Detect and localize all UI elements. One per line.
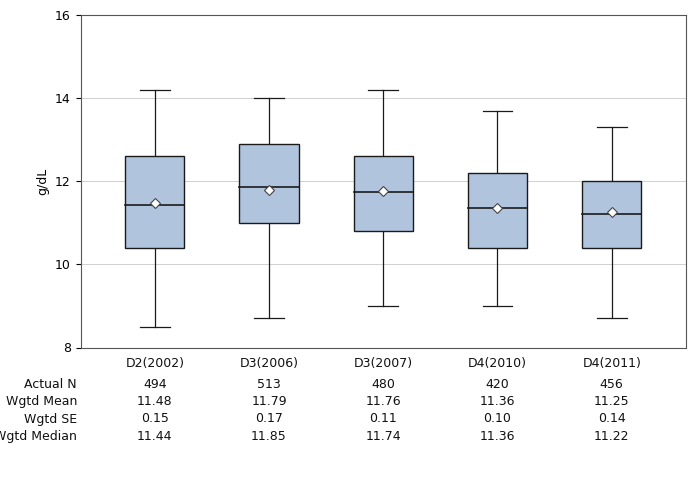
Text: 11.22: 11.22 <box>594 430 629 443</box>
Text: D2(2002): D2(2002) <box>125 358 184 370</box>
Bar <box>468 173 527 248</box>
Text: D4(2011): D4(2011) <box>582 358 641 370</box>
Y-axis label: g/dL: g/dL <box>36 168 49 195</box>
Text: Wgtd SE: Wgtd SE <box>24 412 77 426</box>
Bar <box>125 156 185 248</box>
Text: 0.11: 0.11 <box>370 412 397 426</box>
Text: 420: 420 <box>486 378 510 390</box>
Text: 11.85: 11.85 <box>251 430 287 443</box>
Bar <box>239 144 299 223</box>
Text: 11.48: 11.48 <box>137 395 173 408</box>
Text: 11.76: 11.76 <box>365 395 401 408</box>
Text: 11.79: 11.79 <box>251 395 287 408</box>
Bar <box>354 156 413 231</box>
Text: 11.25: 11.25 <box>594 395 629 408</box>
Text: Wgtd Median: Wgtd Median <box>0 430 77 443</box>
Text: D3(2007): D3(2007) <box>354 358 413 370</box>
Text: Actual N: Actual N <box>25 378 77 390</box>
Text: 0.10: 0.10 <box>484 412 512 426</box>
Text: 513: 513 <box>257 378 281 390</box>
Text: D3(2006): D3(2006) <box>239 358 298 370</box>
Text: Wgtd Mean: Wgtd Mean <box>6 395 77 408</box>
Text: 0.14: 0.14 <box>598 412 626 426</box>
Text: 0.17: 0.17 <box>255 412 283 426</box>
Text: 480: 480 <box>371 378 395 390</box>
Text: 11.36: 11.36 <box>480 430 515 443</box>
Text: 0.15: 0.15 <box>141 412 169 426</box>
Text: 494: 494 <box>143 378 167 390</box>
Text: 456: 456 <box>600 378 624 390</box>
Text: 11.44: 11.44 <box>137 430 172 443</box>
Text: D4(2010): D4(2010) <box>468 358 527 370</box>
Text: 11.36: 11.36 <box>480 395 515 408</box>
Text: 11.74: 11.74 <box>365 430 401 443</box>
Bar <box>582 181 641 248</box>
